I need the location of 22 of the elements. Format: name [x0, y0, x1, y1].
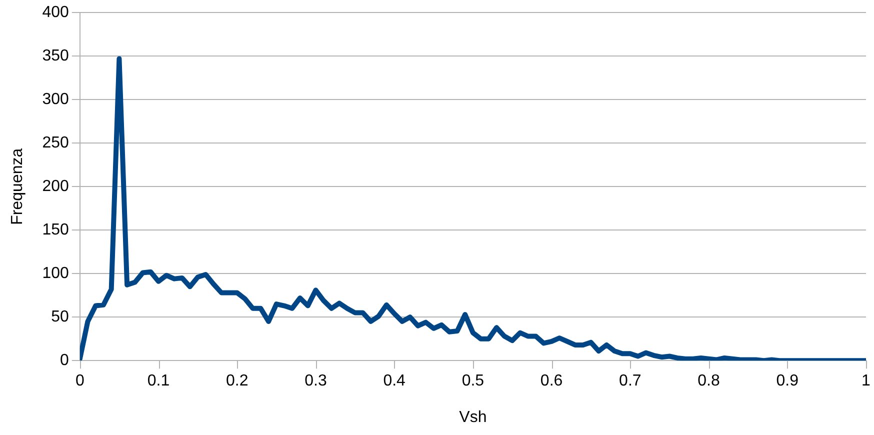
y-tick-label: 250	[42, 134, 69, 152]
x-axis-title: Vsh	[459, 408, 487, 426]
y-tick-label: 300	[42, 91, 69, 108]
y-tick-label: 150	[42, 222, 69, 239]
x-tick-label: 0.8	[698, 372, 720, 390]
x-tick-label: 0.9	[776, 372, 799, 390]
x-tick-label: 0.6	[540, 372, 563, 390]
x-tick-label: 0.3	[304, 372, 327, 390]
y-tick-label: 0	[60, 352, 69, 370]
y-tick-label: 350	[42, 48, 69, 65]
x-tick-label: 0	[75, 372, 84, 390]
x-tick-label: 0.7	[619, 372, 642, 390]
y-tick-label: 200	[42, 178, 69, 196]
y-tick-label: 400	[42, 4, 69, 22]
x-tick-label: 1	[862, 372, 871, 390]
x-tick-label: 0.2	[226, 372, 248, 390]
x-tick-label: 0.5	[462, 372, 484, 390]
x-tick-label: 0.1	[147, 372, 170, 390]
y-axis-title: Frequenza	[9, 148, 26, 225]
y-tick-label: 100	[42, 265, 69, 282]
y-tick-label: 50	[51, 308, 69, 326]
x-tick-label: 0.4	[383, 372, 406, 390]
